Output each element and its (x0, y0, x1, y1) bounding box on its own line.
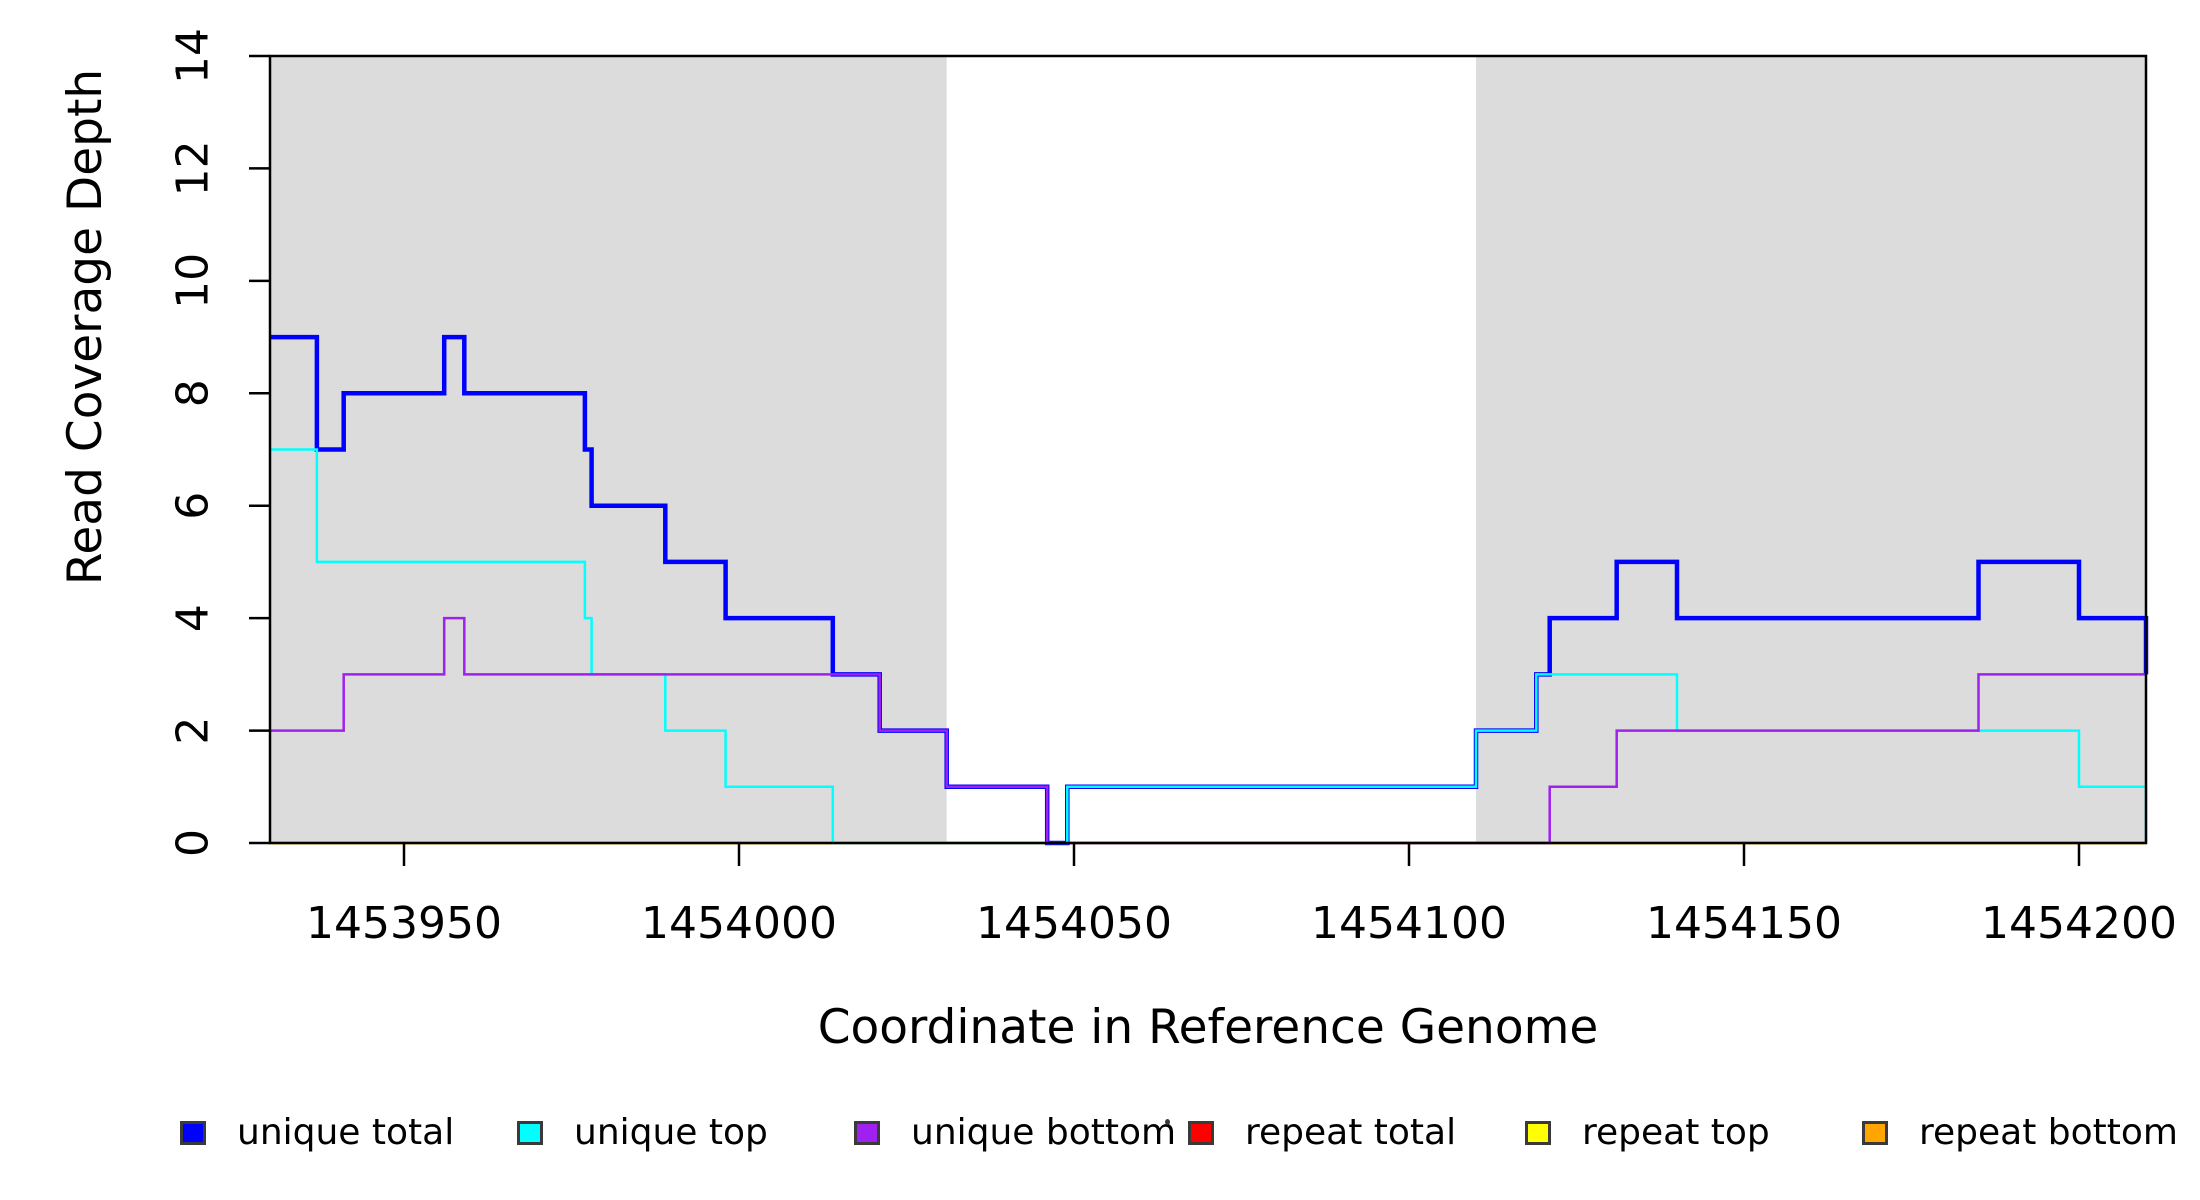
y-tick-label: 2 (168, 717, 219, 745)
y-tick-label: 0 (168, 829, 219, 857)
y-tick-label: 10 (168, 253, 219, 309)
x-axis-title: Coordinate in Reference Genome (817, 1000, 1599, 1055)
shaded-region-1 (270, 56, 947, 843)
shaded-region-2 (1476, 56, 2146, 843)
x-tick-label: 1454000 (641, 898, 837, 949)
x-tick-label: 1454100 (1311, 898, 1507, 949)
stray-mark-artifact (1165, 1119, 1170, 1125)
y-tick-label: 4 (168, 604, 219, 632)
y-tick-label: 14 (168, 28, 219, 84)
x-axis: 1453950 1454000 1454050 1454100 1454150 14542… (306, 843, 2177, 949)
x-tick-label: 1454200 (1981, 898, 2177, 949)
y-tick-label: 12 (168, 140, 219, 196)
y-axis-title: Read Coverage Depth (58, 68, 113, 586)
series-line-unique-bottom (270, 616, 2146, 845)
y-tick-label: 8 (168, 379, 219, 407)
plot-border (268, 54, 2148, 845)
x-tick-label: 1454150 (1646, 898, 1842, 949)
y-axis: 0 2 4 6 8 10 12 14 (168, 28, 270, 857)
x-tick-label: 1453950 (306, 898, 502, 949)
x-tick-label: 1454050 (976, 898, 1172, 949)
y-tick-label: 6 (168, 492, 219, 520)
